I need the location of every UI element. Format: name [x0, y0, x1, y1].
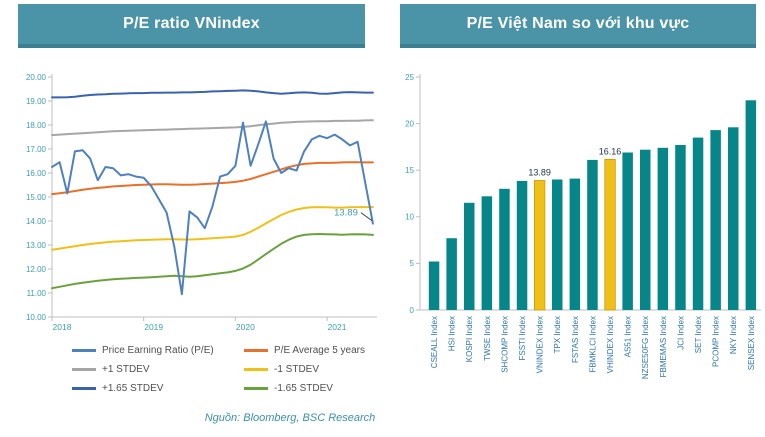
- legend-swatch: [72, 368, 96, 371]
- bar-cseall-index: [428, 261, 440, 310]
- x-tick-label: 2019: [144, 322, 163, 332]
- y-tick-label: 20: [405, 119, 414, 128]
- pe-ratio-line-chart: 10.00 11.00 12.00 13.00 14.00 15.00 16.00 17.00…: [26, 73, 377, 332]
- bar-x-label: CSEALL Index: [430, 316, 439, 368]
- bar-kospi-index: [464, 202, 475, 310]
- pe-region-bar-chart: 0 5 10 15 20 25 CSEALL Index HSI Index KOSPI Ind…: [405, 73, 761, 379]
- bar-fstas-index: [569, 178, 581, 310]
- y-tick-label: 25: [405, 73, 414, 82]
- y-tick-label: 10.00: [26, 313, 47, 322]
- legend-swatch: [244, 349, 268, 352]
- y-tick-label: 10: [405, 213, 414, 222]
- legend-swatch: [72, 349, 96, 352]
- legend-swatch: [244, 368, 268, 371]
- x-tick-label: 2020: [236, 322, 255, 332]
- last-value-annotation: 13.89: [334, 208, 358, 219]
- bar-x-label: JCI Index: [676, 316, 685, 350]
- bar-hsi-index: [446, 238, 457, 310]
- legend-label: -1 STDEV: [274, 364, 320, 375]
- bar-jci-index: [675, 145, 686, 310]
- right-chart-header: P/E Việt Nam so với khu vực: [400, 4, 756, 48]
- legend-label: +1.65 STDEV: [102, 383, 164, 394]
- bar-fssti-index: [516, 180, 528, 310]
- bar-vhindex-index: [604, 159, 616, 311]
- bar-nky-index: [728, 127, 739, 310]
- y-tick-label: 20.00: [26, 73, 47, 82]
- y-tick-label: 15.00: [26, 193, 47, 202]
- y-tick-label: 18.00: [26, 121, 47, 130]
- bar-x-label: VHINDEX Index: [606, 316, 615, 373]
- bar-x-label: FSSTI Index: [518, 316, 527, 360]
- line-chart-legend: Price Earning Ratio (P/E) +1 STDEV +1.65 S…: [72, 341, 365, 398]
- y-tick-label: 12.00: [26, 265, 47, 274]
- x-tick-label: 2021: [328, 322, 347, 332]
- legend-item-price-earning-ratio-p-e-: Price Earning Ratio (P/E): [72, 345, 244, 356]
- legend-item--1-stdev: +1 STDEV: [72, 364, 244, 375]
- legend-label: Price Earning Ratio (P/E): [102, 345, 214, 356]
- series-line-price-earning-ratio-p-e-: [51, 120, 374, 296]
- bar-value-label: 13.89: [528, 168, 551, 178]
- bar-tpx-index: [552, 179, 563, 310]
- series-line--1-stdev: [51, 119, 374, 137]
- bar-set-index: [692, 137, 704, 310]
- y-tick-label: 11.00: [27, 289, 47, 298]
- bar-fbmemas-index: [657, 147, 669, 310]
- y-tick-label: 19.00: [26, 97, 47, 106]
- legend-swatch: [244, 387, 268, 390]
- right-chart-title: P/E Việt Nam so với khu vực: [466, 15, 690, 32]
- legend-item--1-65-stdev: +1.65 STDEV: [72, 383, 244, 394]
- annotation-leader-line: [360, 212, 373, 222]
- left-chart-title: P/E ratio VNindex: [123, 15, 260, 32]
- legend-label: P/E Average 5 years: [274, 345, 365, 356]
- legend-item--1-stdev: -1 STDEV: [244, 364, 365, 375]
- bar-x-label: SENSEX Index: [747, 316, 756, 370]
- legend-label: -1.65 STDEV: [274, 383, 333, 394]
- legend-item--1-65-stdev: -1.65 STDEV: [244, 383, 365, 394]
- bar-value-label: 16.16: [599, 146, 622, 156]
- bar-x-label: SET Index: [694, 316, 703, 353]
- source-note: Nguồn: Bloomberg, BSC Research: [204, 412, 376, 424]
- bar-x-label: AS51 Index: [624, 316, 633, 357]
- y-tick-label: 13.00: [26, 241, 47, 250]
- series-line--1-65-stdev: [51, 233, 374, 290]
- left-chart-header: P/E ratio VNindex: [18, 4, 365, 48]
- bar-x-label: PCOMP Index: [712, 316, 721, 367]
- legend-item-p-e-average-5-years: P/E Average 5 years: [244, 345, 365, 356]
- bar-as51-index: [622, 152, 633, 310]
- series-line--1-65-stdev: [51, 89, 374, 99]
- bar-x-label: FBMEMAS Index: [659, 316, 668, 377]
- series-line-p-e-average-5-years: [51, 161, 374, 196]
- bar-x-label: NZSE50FG Index: [641, 316, 650, 379]
- bar-x-label: HSI Index: [448, 316, 457, 351]
- bar-shcomp-index: [499, 188, 510, 310]
- bar-x-label: VNINDEX Index: [536, 316, 545, 373]
- y-tick-label: 5: [410, 259, 415, 268]
- bar-fbmklci-index: [587, 159, 598, 310]
- bar-sensex-index: [745, 100, 757, 310]
- bar-x-label: KOSPI Index: [465, 316, 474, 362]
- bar-x-label: NKY Index: [729, 316, 738, 354]
- bar-nzse50fg-index: [640, 149, 651, 310]
- y-tick-label: 17.00: [26, 145, 47, 154]
- y-tick-label: 14.00: [26, 217, 47, 226]
- bar-x-label: FSTAS Index: [571, 316, 580, 363]
- y-tick-label: 15: [405, 166, 414, 175]
- bar-pcomp-index: [710, 130, 721, 310]
- bar-x-label: TPX Index: [553, 316, 562, 353]
- bar-x-label: TWSE Index: [483, 316, 492, 361]
- bar-x-label: SHCOMP Index: [500, 316, 509, 373]
- bar-vnindex-index: [533, 180, 546, 311]
- legend-label: +1 STDEV: [102, 364, 150, 375]
- y-tick-label: 0: [410, 306, 415, 315]
- bar-x-label: FBMKLCI Index: [588, 316, 597, 372]
- bar-twse-index: [481, 196, 493, 310]
- series-line--1-stdev: [51, 206, 374, 251]
- x-tick-label: 2018: [53, 322, 72, 332]
- legend-swatch: [72, 387, 96, 390]
- y-tick-label: 16.00: [26, 169, 47, 178]
